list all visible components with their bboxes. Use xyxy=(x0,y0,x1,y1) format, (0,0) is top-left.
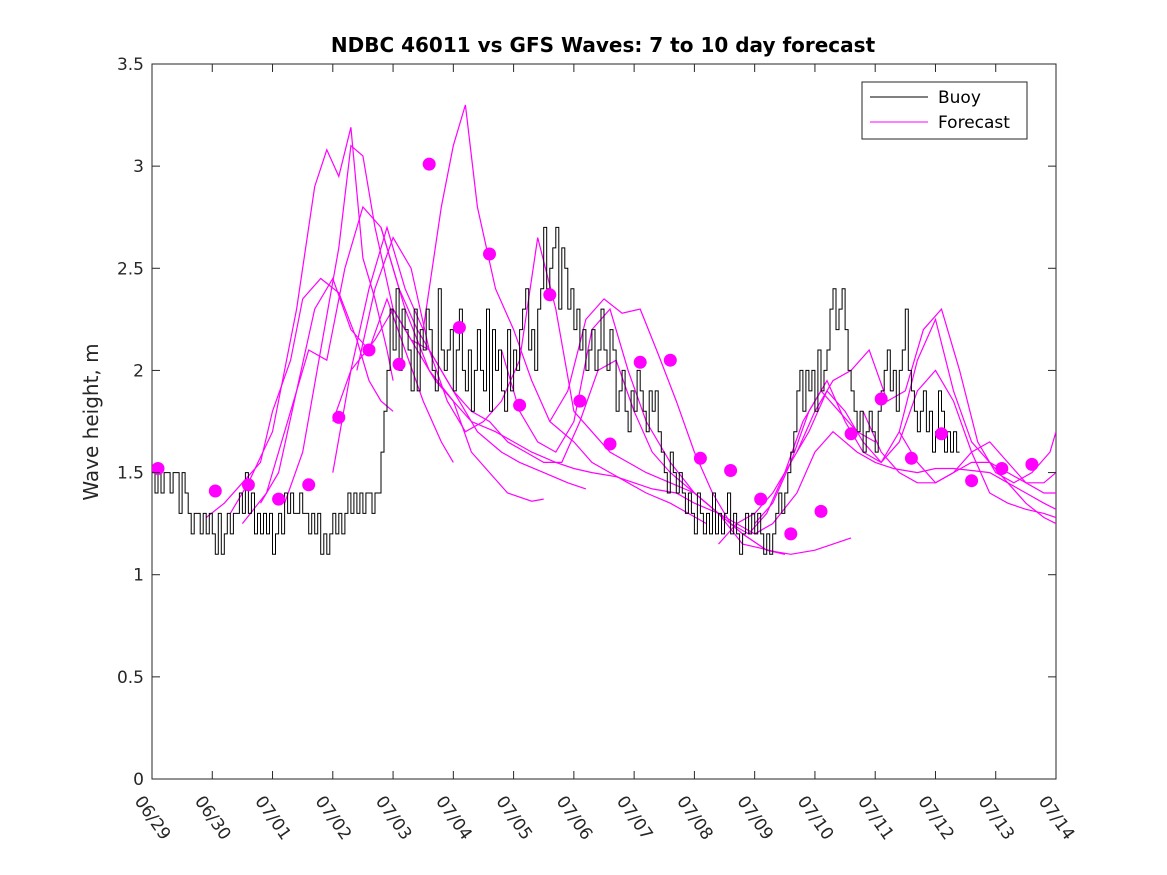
forecast-point xyxy=(693,451,707,465)
forecast-line-13 xyxy=(796,307,1056,484)
y-tick-label: 3 xyxy=(133,157,144,177)
forecast-point xyxy=(452,321,466,334)
forecast-point xyxy=(663,353,677,367)
forecast-line-3 xyxy=(259,277,454,504)
forecast-point xyxy=(724,464,738,477)
forecast-point xyxy=(573,394,587,408)
forecast-point xyxy=(362,343,376,357)
y-tick-label: 1 xyxy=(133,566,144,586)
forecast-point xyxy=(392,357,406,371)
forecast-point xyxy=(603,437,617,451)
forecast-point xyxy=(513,398,527,412)
forecast-point xyxy=(844,427,858,441)
forecast-point xyxy=(904,451,918,465)
chart-title: NDBC 46011 vs GFS Waves: 7 to 10 day for… xyxy=(331,33,876,57)
forecast-line-11 xyxy=(718,369,1056,545)
plot-data-layer xyxy=(152,104,1056,555)
forecast-point xyxy=(935,427,948,441)
buoy-line xyxy=(152,226,960,555)
y-tick-label: 2.5 xyxy=(117,259,144,279)
forecast-line-1 xyxy=(229,127,394,514)
y-tick-label: 0.5 xyxy=(117,668,144,688)
forecast-point xyxy=(483,247,496,261)
y-axis-label: Wave height, m xyxy=(79,343,103,500)
legend: Buoy Forecast xyxy=(861,81,1028,140)
forecast-line-9 xyxy=(500,307,852,555)
forecast-point xyxy=(332,410,346,424)
forecast-point xyxy=(422,157,436,171)
forecast-point xyxy=(633,355,647,369)
legend-forecast-label: Forecast xyxy=(938,113,1010,133)
forecast-point xyxy=(1025,457,1039,471)
legend-buoy-label: Buoy xyxy=(938,88,981,108)
forecast-line-12 xyxy=(754,317,1056,525)
forecast-point xyxy=(784,527,798,541)
plot-area xyxy=(151,63,1057,780)
forecast-point xyxy=(208,484,222,498)
legend-box xyxy=(861,81,1028,140)
forecast-point xyxy=(152,462,165,475)
y-tick-label: 0 xyxy=(133,770,144,790)
forecast-point xyxy=(814,504,828,518)
y-tick-label: 1.5 xyxy=(117,464,144,484)
y-tick-label: 3.5 xyxy=(117,55,144,75)
forecast-point xyxy=(302,478,316,492)
y-axis: 0 0.5 1 1.5 2 2.5 3 3.5 xyxy=(117,55,1056,790)
y-tick-label: 2 xyxy=(133,361,144,381)
forecast-point xyxy=(995,462,1009,475)
forecast-line-6 xyxy=(332,104,707,525)
forecast-point xyxy=(272,492,286,506)
forecast-point xyxy=(874,392,888,406)
forecast-point xyxy=(543,288,557,302)
forecast-line-16 xyxy=(332,307,1056,535)
forecast-point xyxy=(241,478,255,492)
forecast-point xyxy=(754,492,768,506)
forecast-point xyxy=(965,474,979,488)
forecast-line-15 xyxy=(898,431,1056,494)
